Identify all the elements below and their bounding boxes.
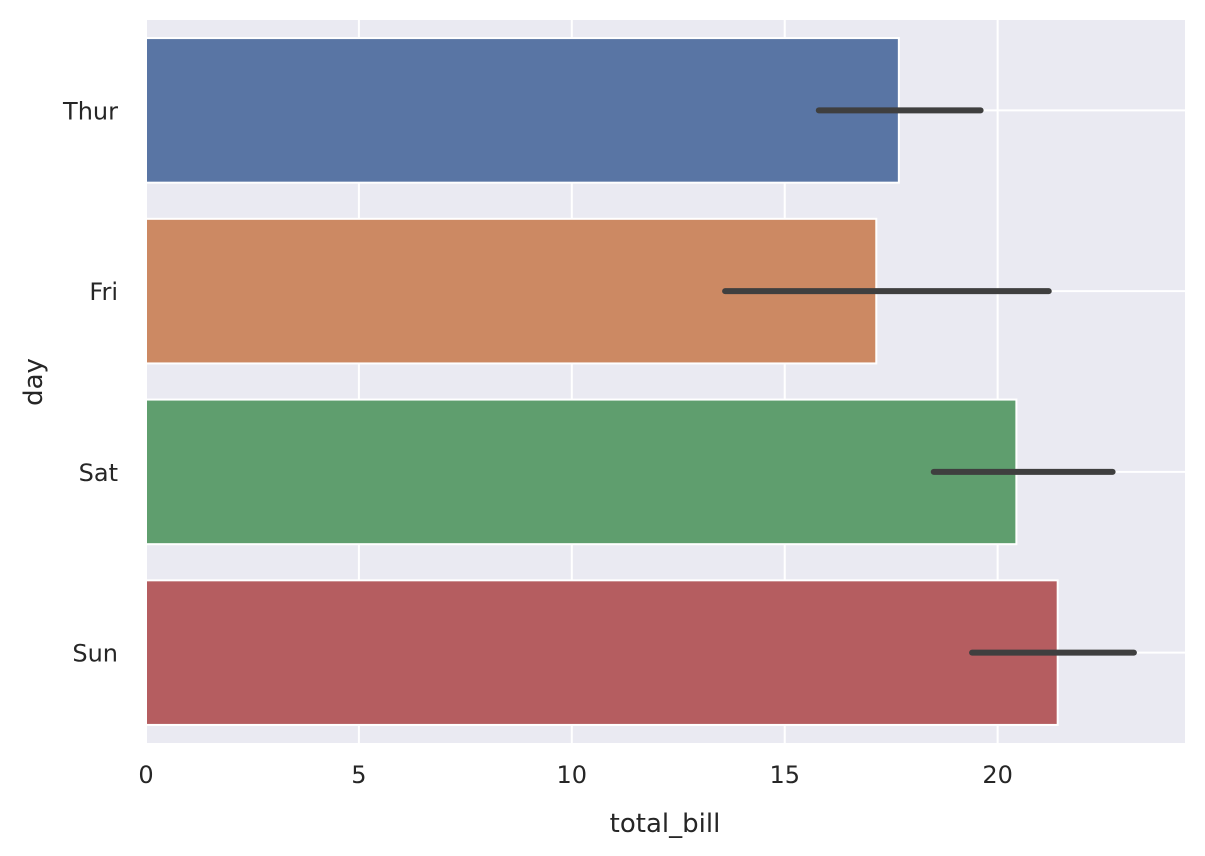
y-tick-labels: Thur Fri Sat Sun <box>62 97 118 667</box>
bars <box>145 37 1059 726</box>
x-tick-label: 15 <box>769 761 800 789</box>
y-axis-label: day <box>19 358 49 406</box>
error-bars <box>722 107 1137 656</box>
x-tick-labels: 0 5 10 15 20 <box>138 761 1013 789</box>
x-tick-label: 20 <box>982 761 1013 789</box>
x-tick-label: 5 <box>351 761 366 789</box>
y-tick-label: Sat <box>79 459 118 487</box>
y-tick-label: Sun <box>72 640 118 668</box>
x-axis-label: total_bill <box>610 809 721 839</box>
bar-sat <box>145 398 1018 546</box>
y-tick-label: Fri <box>89 278 118 306</box>
bar-thur <box>145 37 900 184</box>
x-tick-label: 0 <box>138 761 153 789</box>
bar-sun <box>145 579 1059 726</box>
x-tick-label: 10 <box>557 761 588 789</box>
y-tick-label: Thur <box>62 97 118 125</box>
